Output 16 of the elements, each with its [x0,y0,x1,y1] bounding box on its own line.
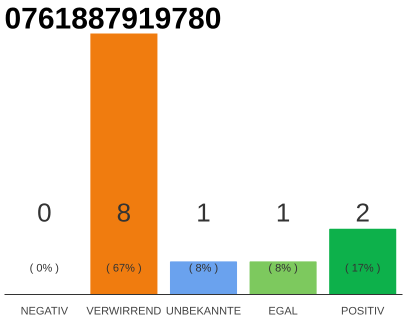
data-label: 8 [116,197,132,228]
data-label: 2 [355,197,370,228]
x-tick-label: VERWIRREND [86,306,162,318]
chart-title: 0761887919780 [4,2,222,36]
annotation: ( 67% ) [106,262,142,274]
x-tick-label: NEGATIV [20,306,69,318]
x-tick-label: EGAL [268,306,298,318]
data-label: 1 [276,197,290,228]
annotation: ( 0% ) [30,262,59,274]
data-label: 1 [196,197,211,228]
annotation: ( 8% ) [268,262,298,274]
x-tick-label: UNBEKANNTE [166,306,242,318]
annotation: ( 17% ) [344,262,380,274]
annotation: ( 8% ) [188,262,218,274]
x-tick-label: POSITIV [341,306,386,318]
data-label: 0 [37,197,52,228]
